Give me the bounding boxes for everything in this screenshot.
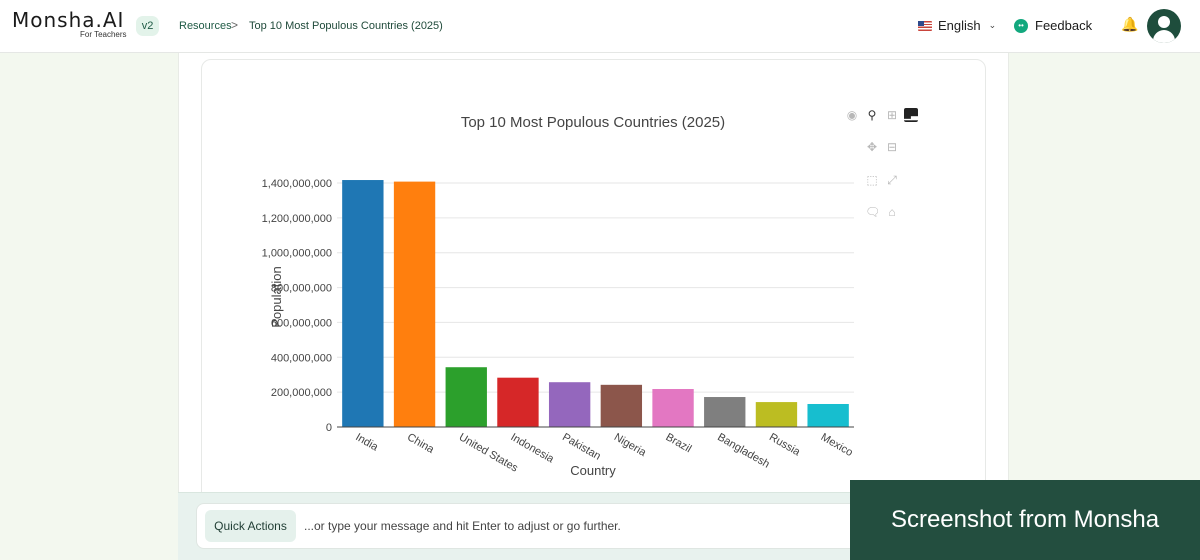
language-label: English — [938, 18, 981, 33]
breadcrumb-current: Top 10 Most Populous Countries (2025) — [249, 20, 443, 32]
bar-mexico[interactable] — [807, 403, 849, 427]
x-tick-label: Bangladesh — [715, 431, 771, 470]
x-tick-label: Mexico — [819, 431, 855, 459]
message-input[interactable] — [304, 510, 844, 542]
chevron-down-icon: ⌄ — [988, 20, 997, 30]
bar-china[interactable] — [393, 181, 436, 427]
bar-indonesia[interactable] — [497, 377, 539, 427]
zoom-icon[interactable]: ⚲ — [867, 108, 877, 122]
x-tick-label: Russia — [767, 431, 803, 459]
y-tick-label: 600,000,000 — [271, 317, 332, 329]
y-tick-label: 400,000,000 — [271, 352, 332, 364]
quick-actions-button[interactable]: Quick Actions — [205, 510, 296, 542]
logo-text: Monsha.AI — [12, 8, 125, 32]
bell-icon[interactable]: 🔔 — [1121, 16, 1139, 32]
x-tick-label: Pakistan — [560, 431, 603, 462]
logo[interactable]: Monsha.AI For Teachers — [12, 8, 127, 39]
user-avatar-icon[interactable] — [1147, 9, 1181, 43]
x-tick-label: China — [405, 431, 437, 456]
logo-subtitle: For Teachers — [80, 30, 127, 39]
y-axis-label: Population — [269, 266, 284, 327]
chart-bars — [342, 180, 849, 427]
y-tick-label: 1,400,000,000 — [262, 178, 332, 190]
bar-india[interactable] — [342, 180, 384, 427]
breadcrumb-resources-link[interactable]: Resources — [179, 20, 232, 32]
y-tick-label: 0 — [326, 422, 332, 434]
bar-bangladesh[interactable] — [704, 397, 746, 427]
bar-russia[interactable] — [755, 402, 798, 427]
feedback-button[interactable]: •• Feedback — [1014, 18, 1092, 33]
y-tick-label: 200,000,000 — [271, 387, 332, 399]
zoom-out-icon[interactable]: ⊟ — [886, 140, 898, 154]
pan-icon[interactable]: ✥ — [866, 140, 878, 154]
x-tick-label: Brazil — [664, 431, 694, 455]
bar-chart-icon[interactable]: ▁▃ — [904, 108, 918, 122]
feedback-label: Feedback — [1035, 18, 1093, 33]
bar-brazil[interactable] — [652, 389, 694, 427]
x-tick-label: India — [353, 431, 380, 454]
screenshot-watermark: Screenshot from Monsha — [850, 480, 1200, 560]
zoom-in-icon[interactable]: ⊞ — [886, 108, 898, 122]
version-badge: v2 — [136, 16, 159, 36]
chevron-right-icon: > — [231, 18, 239, 32]
bar-nigeria[interactable] — [600, 384, 643, 427]
bar-united-states[interactable] — [445, 367, 487, 427]
top-navigation-bar: Monsha.AI For Teachers v2 Resources > To… — [0, 0, 1200, 53]
y-tick-label: 1,000,000,000 — [262, 248, 332, 260]
population-bar-chart[interactable]: Top 10 Most Populous Countries (2025) 0 2… — [201, 59, 986, 492]
chart-title: Top 10 Most Populous Countries (2025) — [461, 114, 725, 131]
x-axis-label: Country — [570, 463, 616, 478]
box-select-icon[interactable]: ⬚ — [866, 173, 878, 187]
language-selector[interactable]: English ⌄ — [918, 18, 996, 33]
bar-pakistan[interactable] — [548, 382, 591, 427]
hover-compare-icon[interactable]: 🗨 — [865, 205, 881, 219]
camera-icon[interactable]: ◉ — [846, 108, 858, 122]
autoscale-icon[interactable]: ⤢ — [887, 173, 897, 187]
y-axis-ticks: 0 200,000,000 400,000,000 600,000,000 800,00… — [262, 178, 332, 434]
chart-card — [201, 59, 986, 509]
us-flag-icon — [918, 20, 932, 31]
y-tick-label: 1,200,000,000 — [262, 213, 332, 225]
chat-bubble-icon: •• — [1014, 18, 1028, 33]
reset-axes-icon[interactable]: ⌂ — [888, 205, 896, 219]
x-tick-label: Nigeria — [612, 431, 649, 459]
y-tick-label: 800,000,000 — [271, 283, 332, 295]
